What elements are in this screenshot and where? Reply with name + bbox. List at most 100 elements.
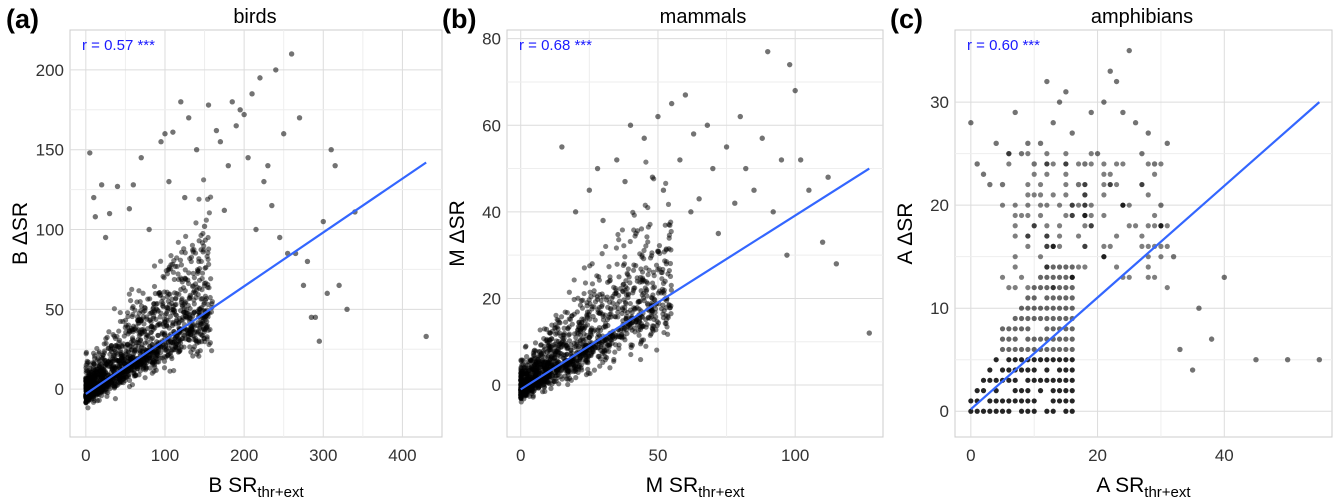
scatter-point [602, 357, 608, 363]
scatter-point [1018, 388, 1025, 394]
scatter-point [148, 310, 154, 316]
scatter-point [135, 336, 141, 343]
scatter-point [518, 370, 524, 376]
scatter-point [668, 287, 674, 293]
scatter-point [1025, 367, 1031, 373]
scatter-point [571, 344, 577, 350]
panel-label: (c) [890, 4, 923, 34]
scatter-point [1025, 398, 1031, 404]
scatter-point [612, 349, 618, 355]
scatter-point [98, 375, 104, 381]
scatter-point [1056, 223, 1063, 229]
scatter-point [1158, 223, 1164, 229]
scatter-point [639, 313, 645, 320]
scatter-point [197, 320, 204, 326]
scatter-point [625, 266, 632, 272]
scatter-point [1253, 357, 1259, 363]
scatter-point [253, 226, 259, 233]
scatter-point [1037, 357, 1044, 363]
scatter-point [980, 388, 987, 394]
scatter-point [541, 383, 547, 390]
scatter-point [131, 373, 138, 379]
scatter-point [565, 381, 571, 388]
x-axis-label: M SRthr+ext [646, 474, 746, 497]
scatter-point [649, 309, 655, 315]
scatter-point [257, 75, 263, 81]
scatter-point [649, 280, 656, 286]
scatter-point [177, 257, 184, 263]
scatter-point [173, 301, 179, 308]
scatter-point [622, 178, 628, 185]
scatter-point [183, 233, 189, 239]
scatter-point [628, 351, 634, 358]
scatter-point [668, 282, 674, 288]
scatter-point [1113, 233, 1120, 239]
scatter-point [237, 107, 243, 113]
scatter-point [84, 358, 90, 364]
scatter-point [603, 340, 609, 347]
scatter-point [1037, 336, 1044, 342]
scatter-point [143, 332, 149, 338]
scatter-point [569, 313, 575, 319]
scatter-point [784, 252, 790, 258]
scatter-point [1031, 161, 1037, 167]
scatter-point [1044, 357, 1050, 363]
scatter-point [1113, 161, 1120, 167]
scatter-point [589, 261, 595, 267]
scatter-point [541, 326, 548, 332]
scatter-point [1044, 305, 1050, 311]
scatter-point [615, 231, 621, 238]
scatter-point [696, 196, 702, 202]
chart-panel-3: 0 20 40 0 10 20 30 (c) amphibians r = 0.60 *** A S… [890, 4, 1333, 497]
scatter-point [655, 320, 662, 326]
scatter-point [205, 256, 211, 263]
scatter-point [633, 317, 640, 323]
scatter-point [1145, 130, 1151, 136]
scatter-point [578, 320, 585, 326]
scatter-point [126, 383, 133, 390]
scatter-point [1050, 346, 1056, 353]
scatter-point [167, 368, 173, 374]
scatter-point [819, 239, 826, 245]
scatter-point [1063, 398, 1069, 404]
scatter-point [1063, 367, 1069, 373]
scatter-point [591, 367, 598, 373]
scatter-point [572, 209, 579, 215]
scatter-point [655, 248, 661, 254]
scatter-point [198, 296, 204, 302]
scatter-point [1139, 150, 1145, 157]
scatter-point [1006, 367, 1012, 373]
scatter-point [611, 358, 617, 364]
scatter-point [612, 313, 618, 320]
scatter-point [993, 408, 999, 414]
scatter-point [532, 368, 538, 374]
scatter-point [621, 297, 627, 303]
scatter-point [633, 230, 639, 237]
scatter-point [1082, 264, 1088, 270]
scatter-point [603, 297, 610, 303]
scatter-point [147, 296, 153, 302]
scatter-point [1082, 243, 1088, 249]
scatter-point [667, 260, 674, 267]
y-tick-label: 60 [482, 116, 501, 135]
scatter-point [522, 344, 529, 350]
x-tick-label: 100 [151, 446, 179, 465]
scatter-point [196, 328, 202, 335]
scatter-point [574, 327, 581, 333]
scatter-point [177, 340, 184, 346]
scatter-point [148, 329, 154, 335]
scatter-point [182, 194, 188, 201]
x-tick-label: 200 [230, 446, 258, 465]
scatter-point [1050, 284, 1056, 291]
scatter-point [171, 276, 177, 283]
scatter-point [150, 359, 156, 365]
scatter-point [198, 247, 204, 253]
scatter-point [288, 51, 295, 57]
scatter-point [192, 281, 199, 287]
scatter-point [116, 328, 122, 334]
scatter-point [1031, 398, 1037, 404]
scatter-point [101, 389, 107, 395]
scatter-point [1107, 181, 1113, 188]
scatter-point [152, 364, 158, 370]
y-axis-label: M ΔSR [446, 200, 469, 267]
